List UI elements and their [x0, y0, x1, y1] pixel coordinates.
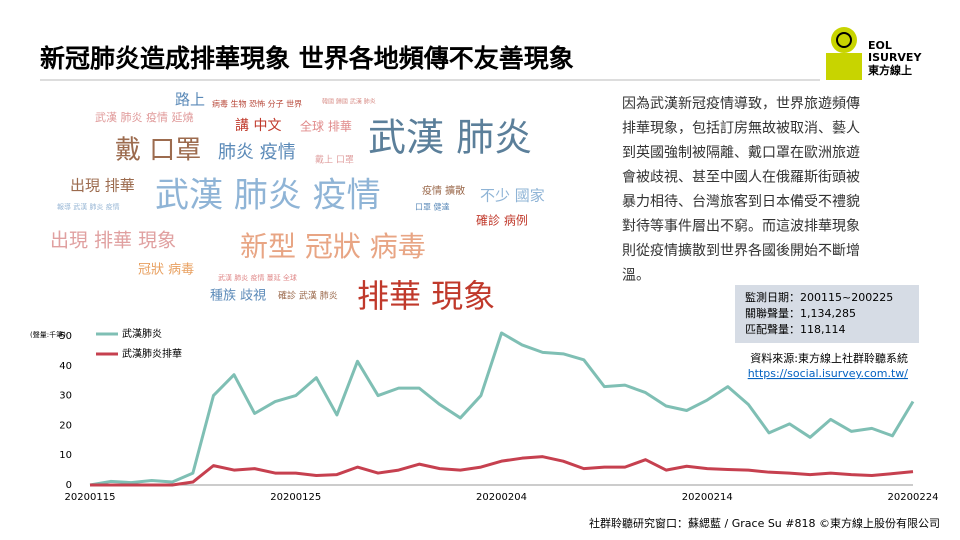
y-axis-label: (聲量:千筆)	[30, 330, 66, 339]
info-box	[735, 285, 919, 343]
y-tick-label: 0	[66, 480, 72, 491]
word: 出現 排華	[70, 177, 135, 195]
description-line: 到英國強制被隔離、戴口罩在歐洲旅遊	[622, 144, 860, 161]
y-tick-label: 40	[59, 361, 72, 372]
logo-text: EOL	[868, 39, 892, 52]
word: 種族 歧視	[210, 288, 266, 304]
word: 新型 冠狀 病毒	[240, 230, 426, 263]
info-line: 監測日期：200115~200225	[745, 290, 893, 304]
x-tick-label: 20200204	[476, 492, 527, 503]
word: 武漢 肺炎 疫情 延燒	[95, 110, 194, 124]
series-line	[89, 331, 915, 487]
word: 不少 國家	[480, 187, 545, 205]
word: 排華 現象	[357, 277, 495, 315]
x-tick-label: 20200214	[682, 492, 733, 503]
word: 講 中文	[235, 118, 281, 134]
description-line: 則從疫情擴散到世界各國後開始不斷增	[622, 242, 860, 259]
y-tick-label: 20	[59, 420, 72, 431]
word: 韓國 歸國 武漢 肺炎	[322, 98, 376, 106]
logo-mark	[836, 32, 852, 48]
description-line: 暴力相待、台灣旅客到日本備受不禮貌	[622, 193, 860, 210]
word: 疫情 擴散	[422, 184, 465, 197]
legend-label: 武漢肺炎	[122, 327, 162, 340]
word: 路上	[175, 91, 205, 109]
y-tick-label: 10	[59, 450, 72, 461]
word: 報導 武漢 肺炎 疫情	[57, 202, 120, 211]
x-tick-label: 20200224	[888, 492, 939, 503]
description-line: 對待等事件層出不窮。而這波排華現象	[622, 218, 860, 235]
word: 武漢 肺炎 疫情	[155, 176, 381, 216]
word-cloud: 路上 病毒 生物 恐怖 分子 世界 韓國 歸國 武漢 肺炎 武漢 肺炎 疫情 延…	[50, 91, 545, 316]
word: 確診 病例	[476, 213, 528, 228]
word: 肺炎 疫情	[218, 142, 296, 163]
logo-mark	[831, 27, 857, 53]
word: 戴上 口罩	[315, 154, 354, 166]
y-tick-label: 50	[59, 331, 72, 342]
source-label: 資料來源:東方線上社群聆聽系統	[750, 351, 908, 365]
description: 因為武漢新冠疫情導致，世界旅遊頻傳排華現象，包括訂房無故被取消、藝人到英國強制被…	[622, 96, 860, 284]
description-line: 因為武漢新冠疫情導致，世界旅遊頻傳	[622, 96, 860, 112]
description-line: 溫。	[622, 268, 650, 284]
description-line: 排華現象，包括訂房無故被取消、藝人	[622, 121, 860, 137]
word: 病毒 生物 恐怖 分子 世界	[212, 99, 302, 109]
legend-label: 武漢肺炎排華	[122, 347, 182, 360]
logo-text: ISURVEY	[868, 51, 922, 64]
y-tick-label: 30	[59, 391, 72, 402]
info-line: 關聯聲量：1,134,285	[745, 306, 856, 320]
logo: EOL ISURVEY 東方線上	[826, 27, 922, 80]
word: 武漢 肺炎 疫情 蔓延 全球	[218, 273, 297, 282]
word: 確診 武漢 肺炎	[278, 290, 338, 302]
x-tick-label: 20200115	[65, 492, 116, 503]
word: 全球 排華	[300, 119, 352, 134]
logo-mark	[826, 53, 862, 80]
word: 出現 排華 現象	[50, 230, 176, 252]
x-tick-label: 20200125	[270, 492, 321, 503]
info-lines: 監測日期：200115~200225 關聯聲量：1,134,285 匹配聲量：118…	[745, 290, 893, 336]
word: 冠狀 病毒	[138, 263, 194, 278]
logo-text: 東方線上	[868, 63, 912, 77]
series-line	[90, 455, 914, 487]
source-url[interactable]: https://social.isurvey.com.tw/	[748, 367, 909, 380]
title: 新冠肺炎造成排華現象 世界各地頻傳不友善現象	[40, 44, 574, 73]
description-line: 會被歧視、甚至中國人在俄羅斯街頭被	[622, 170, 860, 186]
footer: 社群聆聽研究窗口：蘇緦藍 / Grace Su #818 ©東方線上股份有限公司	[589, 516, 940, 530]
word: 口罩 健達	[415, 202, 450, 212]
info-line: 匹配聲量：118,114	[745, 322, 846, 336]
word: 武漢 肺炎	[368, 116, 532, 160]
word: 戴 口罩	[115, 136, 201, 166]
line-chart: 0 10 20 30 40 50 20200115 20200125 20200204 20200…	[59, 327, 938, 503]
